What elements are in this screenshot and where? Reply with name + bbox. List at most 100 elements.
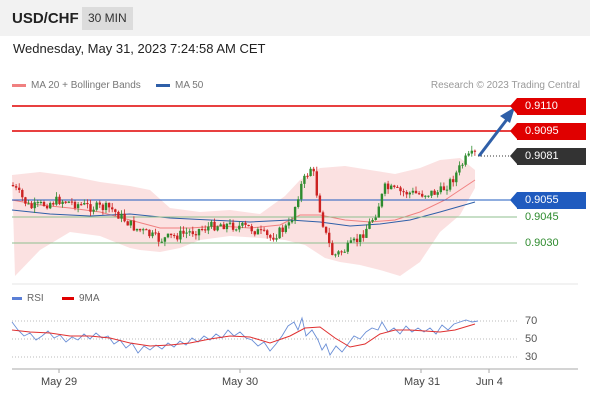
candle-body <box>281 227 284 232</box>
forecast-arrow-shaft <box>477 117 510 157</box>
candle-body <box>411 190 415 193</box>
candle-body <box>231 222 235 230</box>
candle-body <box>337 251 340 255</box>
candle-body <box>386 183 390 190</box>
candle-body <box>399 187 402 192</box>
candle-body <box>266 230 269 236</box>
candle-body <box>194 234 198 236</box>
candle-body <box>49 203 52 209</box>
x-label-may29: May 29 <box>41 376 78 388</box>
candle-body <box>70 201 74 203</box>
candle-body <box>18 187 21 190</box>
candle-body <box>309 168 312 177</box>
header-bar: USD/CHF 30 MIN <box>0 0 590 36</box>
candle-body <box>402 191 405 193</box>
candle-body <box>148 229 151 237</box>
candle-body <box>210 221 213 227</box>
candle-body <box>396 186 399 188</box>
candle-body <box>405 191 408 195</box>
rsi-line <box>11 316 479 356</box>
candle-body <box>331 243 334 256</box>
candle-body <box>343 251 346 253</box>
candle-body <box>21 189 24 198</box>
candle-body <box>179 230 182 240</box>
candle-body <box>346 242 349 252</box>
rsi-label-30: 30 <box>525 351 538 363</box>
candle-body <box>89 204 92 212</box>
candle-body <box>73 201 77 209</box>
candle-body <box>464 155 467 165</box>
candle-body <box>455 172 458 183</box>
candle-body <box>430 190 433 196</box>
candle-body <box>390 185 393 190</box>
candle-body <box>315 171 318 196</box>
rsi-label-50: 50 <box>525 333 538 345</box>
candle-body <box>98 202 101 205</box>
candle-body <box>452 179 455 183</box>
candle-body <box>235 229 238 231</box>
candle-body <box>275 238 278 240</box>
candle-body <box>467 153 470 156</box>
candle-body <box>11 185 15 187</box>
x-label-jun4: Jun 4 <box>476 376 503 388</box>
candle-body <box>272 237 275 240</box>
credit-text: Research © 2023 Trading Central <box>430 80 580 91</box>
candle-body <box>117 211 120 219</box>
candle-body <box>166 233 170 238</box>
candle-body <box>290 220 294 223</box>
candle-body <box>244 222 247 225</box>
candle-body <box>142 229 145 231</box>
legend-9ma: 9MA <box>62 293 100 304</box>
candle-body <box>129 220 132 226</box>
candle-body <box>287 222 291 226</box>
candle-body <box>349 240 353 243</box>
legend-ma20: MA 20 + Bollinger Bands <box>12 80 141 91</box>
candle-body <box>362 234 365 238</box>
candle-body <box>256 229 260 235</box>
candle-body <box>36 202 39 204</box>
level-tag-r1: 0.9095 <box>510 123 586 140</box>
candle-body <box>306 175 309 177</box>
candle-body <box>24 197 27 204</box>
candle-body <box>120 213 123 219</box>
candle-body <box>123 213 126 222</box>
candle-body <box>14 186 18 188</box>
timeframe-button[interactable]: 30 MIN <box>82 7 133 30</box>
candle-body <box>61 201 64 204</box>
candle-body <box>458 165 461 173</box>
candle-body <box>64 201 67 203</box>
candle-body <box>377 206 380 218</box>
legend-swatch-rsi <box>12 296 22 300</box>
candle-body <box>324 226 328 233</box>
candle-body <box>188 231 191 233</box>
candle-body <box>241 222 244 226</box>
candle-body <box>442 186 446 191</box>
candle-body <box>427 195 430 197</box>
candle-body <box>318 195 322 213</box>
candle-body <box>114 209 117 212</box>
rsi-ma-line <box>11 323 476 348</box>
candle-body <box>160 241 163 243</box>
candle-body <box>247 224 250 227</box>
candle-body <box>417 193 421 195</box>
candle-body <box>380 193 384 207</box>
candle-body <box>371 219 374 222</box>
candle-body <box>83 203 86 205</box>
candle-body <box>421 193 424 197</box>
candle-body <box>101 204 105 211</box>
candle-body <box>151 232 154 237</box>
candle-body <box>39 201 43 203</box>
candle-body <box>278 227 281 239</box>
candle-body <box>312 168 315 172</box>
candle-body <box>408 192 411 195</box>
candle-body <box>439 186 442 193</box>
candle-body <box>228 222 232 224</box>
candle-body <box>104 202 108 211</box>
candle-body <box>80 204 83 206</box>
candle-body <box>448 179 452 190</box>
candle-body <box>58 196 61 204</box>
candle-body <box>269 235 272 238</box>
candle-body <box>135 228 139 231</box>
